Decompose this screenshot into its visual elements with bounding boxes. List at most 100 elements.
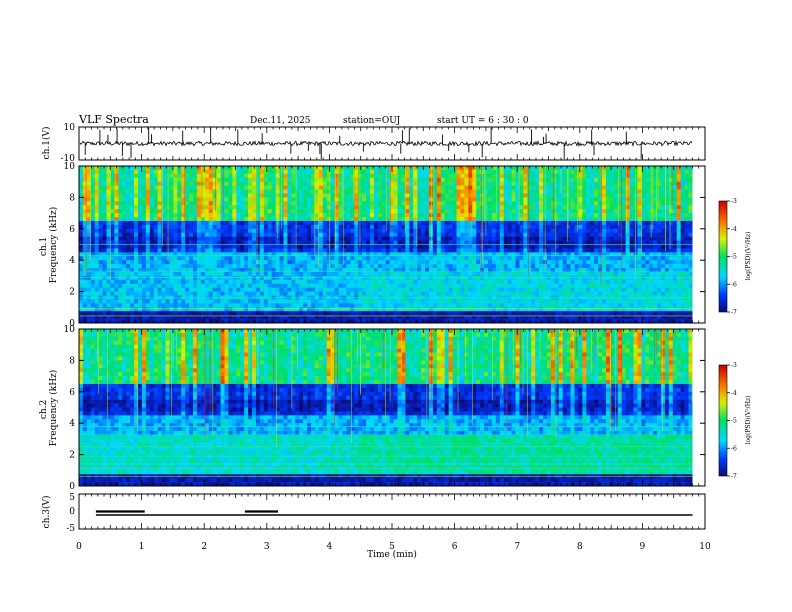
spectrogram-cell <box>598 260 603 265</box>
spectrogram-cell <box>248 279 253 285</box>
spectrogram-cell <box>126 197 131 202</box>
spectrogram-cell <box>82 271 88 277</box>
spectrogram-cell <box>252 185 257 190</box>
spectrogram-cell <box>240 224 245 230</box>
spectrogram-cell <box>539 224 544 230</box>
spectrogram-cell <box>405 201 410 206</box>
spectrogram-cell <box>82 217 88 222</box>
spectrogram-cell <box>472 205 477 210</box>
spectrogram-cell <box>680 256 685 261</box>
spectrogram-cell <box>98 271 103 277</box>
spectrogram-cell <box>385 260 390 265</box>
spectrogram-cell <box>432 252 438 257</box>
spectrogram-cell <box>464 177 469 182</box>
spectrogram-cell <box>326 197 331 202</box>
spectrogram-cell <box>259 283 265 288</box>
spectrogram-cell <box>409 228 414 234</box>
spectrogram-cell <box>444 181 449 186</box>
spectrogram-cell <box>476 268 481 273</box>
spectrogram-cell <box>649 236 654 241</box>
spectrogram-cell <box>684 260 689 265</box>
spectrogram-cell <box>661 232 666 237</box>
spectrogram-cell <box>609 224 615 230</box>
spectrogram-cell <box>134 240 139 245</box>
spectrogram-cell <box>145 177 151 182</box>
spectrogram-cell <box>570 271 575 277</box>
spectrogram-cell <box>476 181 481 186</box>
spectrogram-cell <box>287 169 292 175</box>
spectrogram-cell <box>621 268 626 273</box>
spectrogram-cell <box>350 209 355 214</box>
spectrogram-cell <box>275 201 280 206</box>
spectrogram-cell <box>181 256 186 261</box>
spectrogram-cell <box>228 201 233 206</box>
spectrogram-cell <box>448 260 453 265</box>
spectrogram-cell <box>460 287 465 292</box>
spectrogram-cell <box>535 248 540 253</box>
spectrogram-cell <box>586 271 591 277</box>
spectrogram-cell <box>531 232 536 237</box>
spectrogram-cell <box>185 189 190 194</box>
spectrogram-cell <box>444 209 449 214</box>
spectrogram-cell <box>342 271 347 277</box>
spectrogram-cell <box>539 205 544 210</box>
spectrogram-cell <box>503 220 508 226</box>
spectrogram-cell <box>664 193 670 198</box>
spectrogram-cell <box>79 248 84 253</box>
spectrogram-cell <box>149 244 155 249</box>
spectrogram-cell <box>495 173 501 179</box>
spectrogram-cell <box>661 201 666 206</box>
spectrogram-cell <box>244 173 249 179</box>
spectrogram-cell <box>373 287 379 292</box>
spectrogram-cell <box>362 244 367 249</box>
spectrogram-cell <box>228 197 233 202</box>
spectrogram-cell <box>436 205 442 210</box>
spectrogram-cell <box>507 213 512 218</box>
spectrogram-cell <box>153 173 158 179</box>
spectrogram-cell <box>684 279 689 285</box>
spectrogram-cell <box>236 181 241 186</box>
spectrogram-cell <box>118 271 123 277</box>
spectrogram-cell <box>122 240 127 245</box>
spectrogram-cell <box>594 209 599 214</box>
spectrogram-cell <box>562 244 567 249</box>
spectrogram-cell <box>236 169 241 175</box>
spectrogram-cell <box>468 169 473 175</box>
spectrogram-cell <box>590 260 595 265</box>
spectrogram-cell <box>248 173 253 179</box>
ch1-ytick-bottom: -10 <box>61 154 76 164</box>
spectrogram-cell <box>535 193 540 198</box>
spectrogram-cell <box>228 213 233 218</box>
spectrogram-cell <box>425 256 430 261</box>
spectrogram-cell <box>484 283 489 288</box>
spectrogram-cell <box>468 201 473 206</box>
spectrogram-cell <box>554 173 560 179</box>
spectrogram-cell <box>503 189 508 194</box>
spectrogram-cell <box>429 283 434 288</box>
spectrogram-cell <box>523 256 528 261</box>
spectrogram-cell <box>232 181 237 186</box>
spectrogram-cell <box>153 260 158 265</box>
spectrogram-cell <box>511 224 516 230</box>
spectrogram-cell <box>240 275 245 281</box>
spectrogram-cell <box>413 213 418 218</box>
spectrogram-cell <box>657 232 662 237</box>
spectrogram-cell <box>252 268 257 273</box>
spectrogram-cell <box>684 197 689 202</box>
spectrogram-cell <box>637 177 642 182</box>
spectrogram-cell <box>137 220 143 226</box>
spectrogram-cell <box>657 213 662 218</box>
spectrogram-cell <box>169 260 174 265</box>
spectrogram-cell <box>609 228 615 234</box>
spectrogram-cell <box>405 283 410 288</box>
spectrogram-cell <box>94 256 99 261</box>
spectrogram-cell <box>484 244 489 249</box>
spectrogram-cell <box>145 244 151 249</box>
ch1-spectrogram-image <box>79 166 705 324</box>
spectrogram-cell <box>244 205 249 210</box>
spectrogram-cell <box>354 287 359 292</box>
spectrogram-cell <box>173 177 178 182</box>
spectrogram-cell <box>299 197 304 202</box>
spectrogram-cell <box>232 232 237 237</box>
spectrogram-cell <box>657 220 662 226</box>
